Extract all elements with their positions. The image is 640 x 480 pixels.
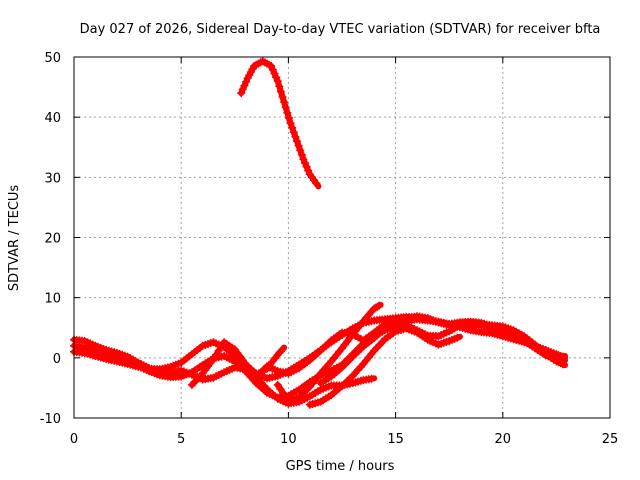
data-point (296, 146, 305, 155)
data-point (268, 65, 277, 74)
data-point (275, 82, 284, 91)
x-tick-label: 25 (602, 432, 619, 447)
y-tick-label: 0 (53, 352, 61, 367)
y-tick-label: 30 (44, 171, 61, 186)
x-tick-label: 10 (280, 432, 297, 447)
data-point (289, 128, 298, 137)
data-point (291, 132, 300, 141)
data-point (212, 350, 220, 359)
data-point (304, 166, 313, 175)
series-trace-d (187, 338, 288, 389)
data-point (453, 333, 462, 342)
data-point (373, 302, 382, 311)
data-point (272, 73, 281, 82)
data-point (294, 141, 303, 150)
data-point (558, 352, 567, 361)
data-point (270, 69, 279, 78)
data-point (367, 374, 376, 383)
data-point (278, 345, 287, 354)
data-point (293, 137, 301, 146)
data-point (297, 150, 306, 159)
data-point (280, 98, 289, 107)
y-tick-label: 10 (44, 292, 61, 307)
y-axis-ticks: -10 0 10 20 30 40 50 (40, 51, 610, 427)
data-point (214, 346, 223, 355)
data-point (558, 360, 567, 369)
x-tick-label: 15 (387, 432, 404, 447)
data-point (273, 380, 282, 389)
data-point (279, 389, 287, 397)
y-tick-label: -10 (40, 412, 61, 427)
data-point (237, 89, 246, 98)
data-point (301, 159, 309, 167)
data-point (286, 119, 295, 128)
data-point (312, 179, 321, 188)
data-point (276, 87, 285, 96)
data-point (267, 62, 276, 70)
data-point (217, 342, 226, 351)
data-point (283, 108, 292, 117)
data-point (299, 155, 308, 164)
data-point (276, 347, 285, 356)
data-point (375, 301, 383, 310)
series-trace-h (316, 312, 568, 388)
data-point (242, 77, 251, 86)
y-axis-title: SDTVAR / TECUs (7, 185, 22, 292)
x-tick-label: 0 (70, 432, 78, 447)
data-point (288, 123, 297, 132)
x-tick-label: 20 (495, 432, 512, 447)
data-point (238, 85, 247, 94)
y-tick-label: 40 (44, 111, 61, 126)
y-tick-label: 50 (44, 51, 61, 66)
x-tick-label: 5 (177, 432, 185, 447)
chart-title: Day 027 of 2026, Sidereal Day-to-day VTE… (80, 22, 601, 37)
series-high-arc (237, 57, 322, 190)
data-point (240, 81, 249, 90)
data-point (273, 77, 282, 86)
data-point (209, 355, 218, 363)
series-trace-g (305, 324, 463, 409)
series-trace-f (273, 301, 384, 406)
data-series (70, 57, 568, 409)
x-axis-title: GPS time / hours (286, 459, 395, 474)
data-point (302, 162, 311, 171)
data-point (278, 92, 287, 101)
data-point (281, 393, 290, 402)
y-tick-label: 20 (44, 232, 61, 247)
plot-frame (73, 56, 611, 419)
data-point (281, 103, 290, 112)
data-point (284, 113, 293, 122)
